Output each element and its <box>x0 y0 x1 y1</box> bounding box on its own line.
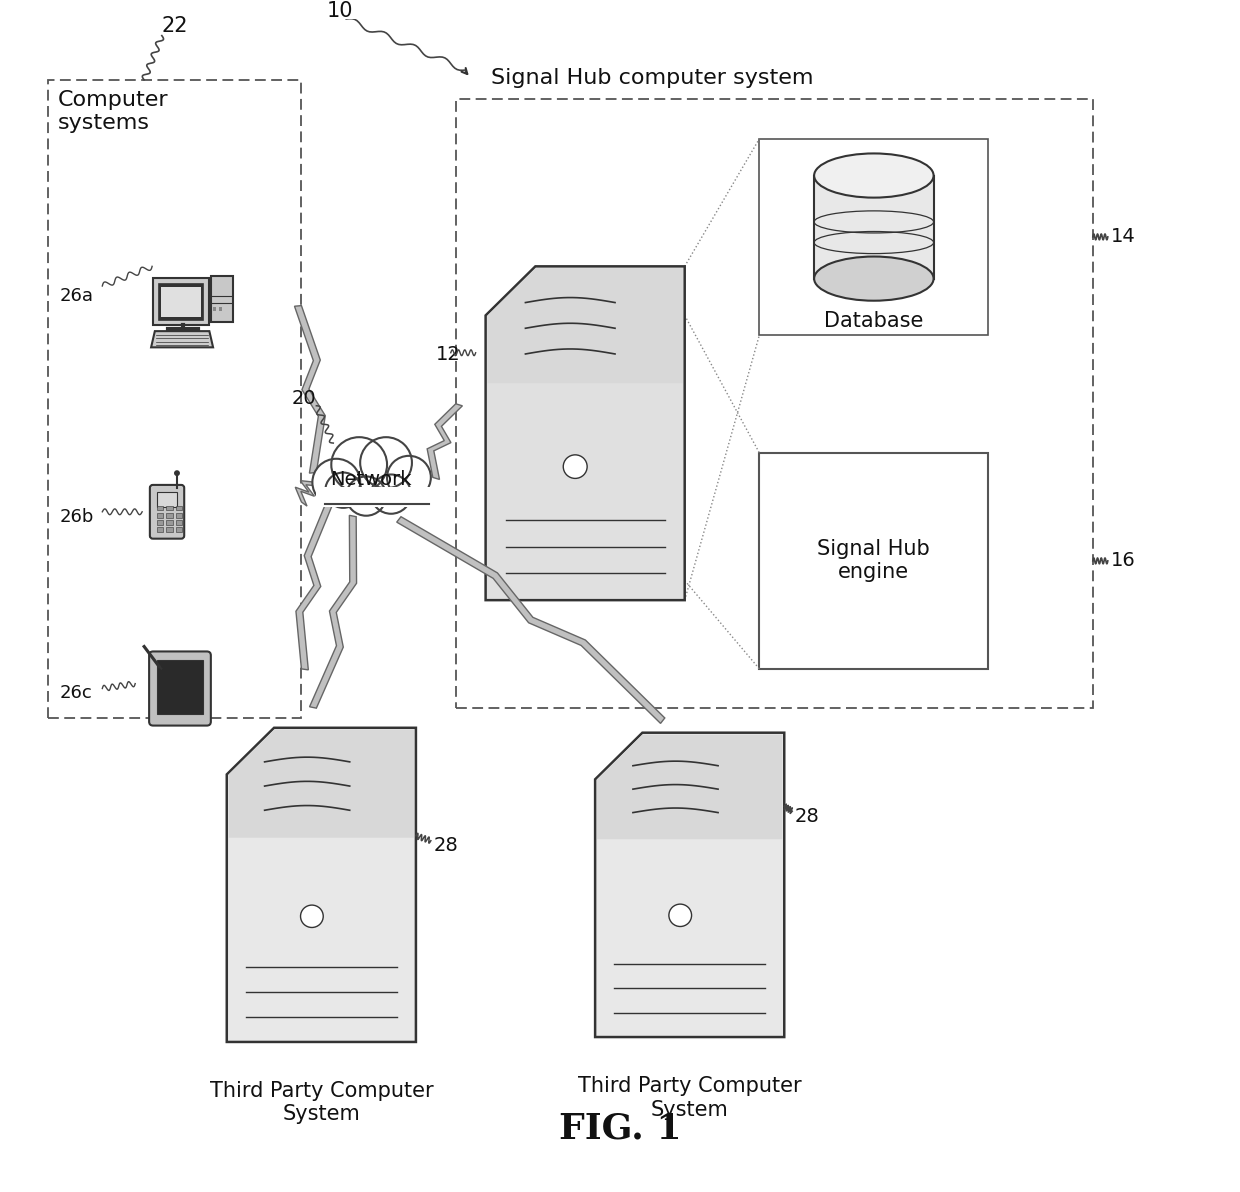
Polygon shape <box>296 502 334 670</box>
Text: 26a: 26a <box>60 287 93 305</box>
Ellipse shape <box>815 154 934 198</box>
Text: FIG. 1: FIG. 1 <box>559 1111 681 1146</box>
Polygon shape <box>598 734 782 839</box>
Polygon shape <box>310 515 357 708</box>
Circle shape <box>563 455 588 478</box>
FancyBboxPatch shape <box>759 138 988 335</box>
Polygon shape <box>595 733 784 1037</box>
Text: Database: Database <box>825 311 924 330</box>
Circle shape <box>387 455 430 499</box>
Polygon shape <box>154 278 210 325</box>
Text: 14: 14 <box>1111 228 1136 247</box>
Text: Signal Hub
engine: Signal Hub engine <box>817 539 930 583</box>
Bar <box>213 308 216 311</box>
Polygon shape <box>151 331 213 347</box>
Polygon shape <box>487 268 683 383</box>
Text: 16: 16 <box>1111 552 1136 571</box>
Polygon shape <box>157 491 177 507</box>
Bar <box>176 520 182 524</box>
Bar <box>157 505 164 510</box>
Text: Third Party Computer
System: Third Party Computer System <box>210 1081 433 1124</box>
Polygon shape <box>211 275 233 323</box>
Polygon shape <box>159 284 203 319</box>
Polygon shape <box>815 175 934 279</box>
Ellipse shape <box>815 256 934 300</box>
Circle shape <box>371 474 410 514</box>
Bar <box>157 513 164 517</box>
Text: 20: 20 <box>291 390 316 409</box>
FancyBboxPatch shape <box>149 652 211 726</box>
Text: 26b: 26b <box>60 508 94 526</box>
Bar <box>219 308 222 311</box>
Polygon shape <box>228 730 414 838</box>
Bar <box>176 527 182 532</box>
Text: 12: 12 <box>435 346 460 365</box>
Text: Network: Network <box>330 470 412 489</box>
Text: 22: 22 <box>161 15 187 36</box>
Polygon shape <box>227 728 415 1042</box>
Bar <box>176 513 182 517</box>
Circle shape <box>331 437 387 492</box>
Text: Third Party Computer
System: Third Party Computer System <box>578 1076 801 1119</box>
Circle shape <box>312 459 360 505</box>
Bar <box>166 527 172 532</box>
Bar <box>176 505 182 510</box>
FancyBboxPatch shape <box>759 453 988 669</box>
Polygon shape <box>157 660 203 714</box>
Bar <box>157 520 164 524</box>
Polygon shape <box>486 266 684 600</box>
Circle shape <box>346 477 386 516</box>
Polygon shape <box>294 305 325 473</box>
Polygon shape <box>427 404 463 479</box>
Circle shape <box>325 472 361 508</box>
Polygon shape <box>316 488 433 507</box>
Text: 28: 28 <box>794 807 818 826</box>
Text: 28: 28 <box>434 836 459 855</box>
Text: Signal Hub computer system: Signal Hub computer system <box>491 68 813 88</box>
Text: Computer
systems: Computer systems <box>57 89 169 132</box>
Bar <box>157 527 164 532</box>
Polygon shape <box>161 287 201 317</box>
Circle shape <box>668 904 692 926</box>
Bar <box>166 505 172 510</box>
FancyBboxPatch shape <box>456 99 1092 708</box>
Bar <box>166 520 172 524</box>
Text: 26c: 26c <box>60 684 92 702</box>
FancyBboxPatch shape <box>150 485 185 539</box>
Text: 10: 10 <box>326 1 353 21</box>
Circle shape <box>360 437 412 489</box>
Circle shape <box>175 471 180 476</box>
Circle shape <box>300 905 324 927</box>
Polygon shape <box>397 516 665 724</box>
Bar <box>166 513 172 517</box>
Polygon shape <box>295 480 322 507</box>
FancyBboxPatch shape <box>47 80 301 718</box>
